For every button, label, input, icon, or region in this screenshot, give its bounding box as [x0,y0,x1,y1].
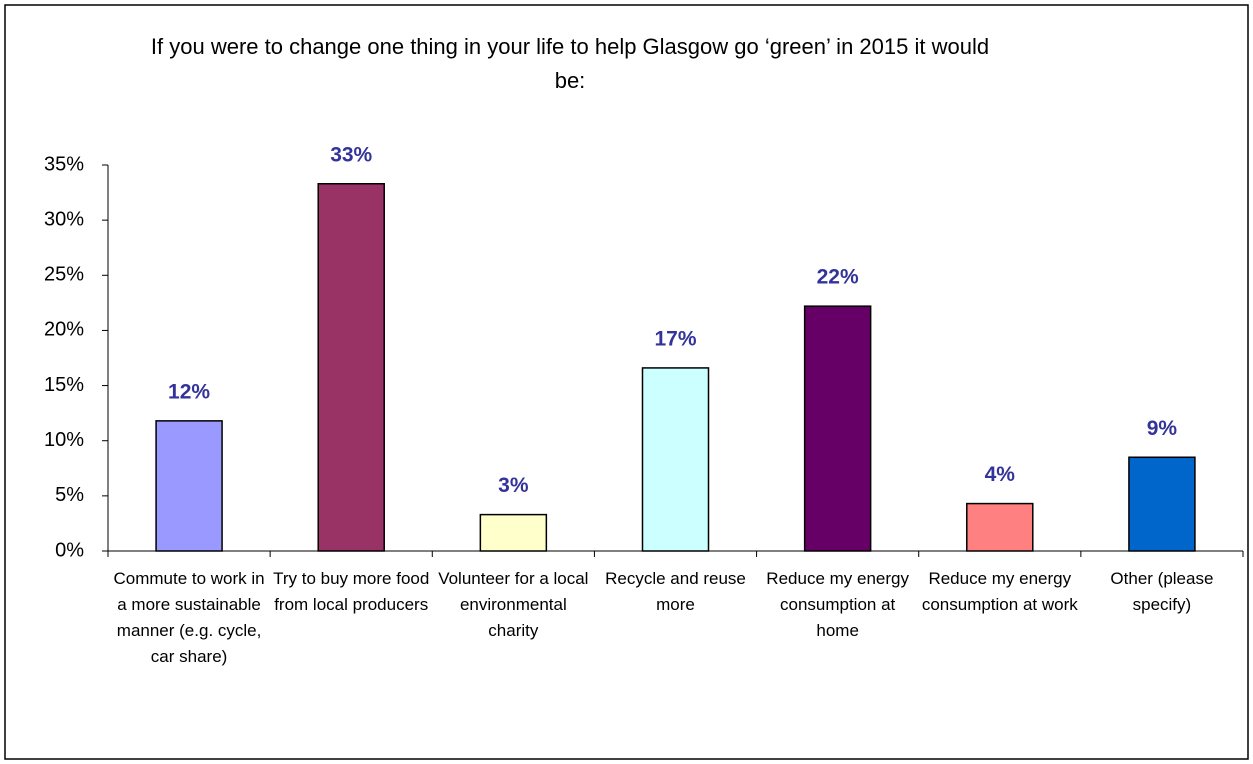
bar [155,420,223,552]
chart-border [4,4,1249,760]
bar [479,513,548,552]
value-label: 3% [498,474,529,497]
x-tick-label: Try to buy more food from local producer… [273,569,430,614]
y-tick-label: 5% [55,484,84,506]
bar [317,182,385,552]
value-label: 17% [654,327,696,350]
bar [803,305,872,552]
y-tick-label: 0% [55,539,84,561]
bar [1128,456,1196,552]
value-label: 9% [1147,417,1178,440]
y-tick-label: 20% [44,319,84,341]
y-tick-label: 35% [44,153,84,175]
value-label: 22% [817,266,859,289]
y-tick-label: 25% [44,264,84,286]
x-tick-label: Volunteer for a local environmental char… [438,569,589,640]
value-label: 4% [985,463,1016,486]
x-tick-label: Commute to work in a more sustainable ma… [113,569,265,666]
bar [641,367,710,552]
x-tick-label: Reduce my energy consumption at work [921,569,1078,614]
x-tick-label: Reduce my energy consumption at home [766,569,909,640]
x-tick-label: Other (please specify) [1110,569,1214,614]
y-tick-label: 10% [44,429,84,451]
value-label: 33% [330,143,372,166]
bar [966,502,1034,552]
chart-title: If you were to change one thing in your … [150,34,990,93]
y-tick-label: 30% [44,208,84,230]
value-label: 12% [168,380,210,403]
y-tick-label: 15% [44,374,84,396]
x-tick-label: Recycle and reuse more [605,569,746,614]
